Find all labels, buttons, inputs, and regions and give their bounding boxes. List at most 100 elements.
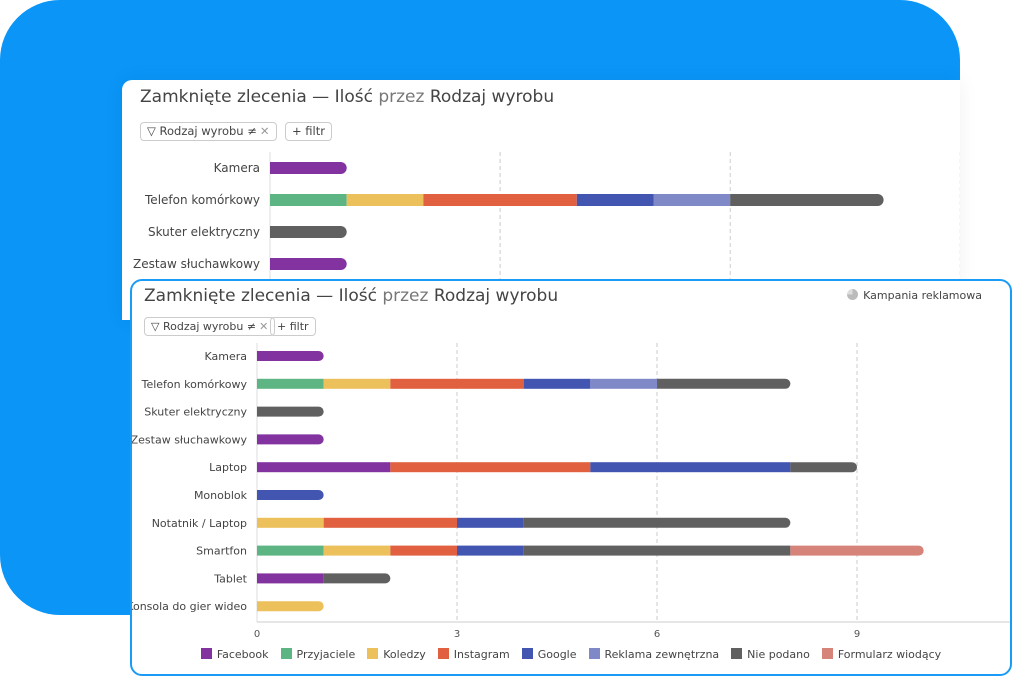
category-label: Smartfon	[196, 545, 247, 558]
legend-swatch	[200, 648, 212, 659]
bar-segment-facebook	[270, 162, 347, 174]
filter-chip-label: Rodzaj wyrobu ≠	[159, 124, 257, 138]
category-label: Skuter elektryczny	[144, 406, 247, 419]
category-label: Telefon komórkowy	[144, 193, 260, 207]
bar-segment-google	[590, 462, 791, 473]
legend-label: Koledzy	[383, 648, 426, 661]
bar-segment-nie-podano	[270, 226, 347, 238]
category-label: Skuter elektryczny	[148, 225, 260, 239]
legend-item[interactable]: Koledzy	[367, 648, 426, 661]
chart-legend: Facebook Przyjaciele Koledzy Instagram Googl…	[132, 648, 1010, 661]
bar-segment-nie-podano	[790, 462, 858, 473]
bar-segment-nie-podano	[730, 194, 884, 206]
bar-segment-reklama-zewn-trzna	[653, 194, 731, 206]
legend-label: Formularz wiodący	[837, 648, 942, 661]
legend-item[interactable]: Nie podano	[731, 648, 810, 661]
category-label: Zestaw słuchawkowy	[132, 433, 247, 446]
legend-swatch	[521, 648, 533, 659]
bar-segment-facebook	[270, 258, 347, 270]
x-tick-label: 6	[654, 629, 660, 640]
bar-segment-nie-podano	[523, 545, 791, 556]
bar-segment-formularz-wiod-cy	[790, 545, 924, 556]
filter-chip[interactable]: ▽ Rodzaj wyrobu ≠ ✕	[144, 317, 276, 336]
front-chart-card: Zamknięte zlecenia — Ilość przez Rodzaj …	[130, 279, 1012, 676]
bar-segment-koledzy	[257, 601, 324, 612]
category-label: Monoblok	[194, 489, 248, 502]
bar-segment-nie-podano	[257, 406, 324, 417]
background-chart-plot: Kamera Telefon komórkowy Skuter elektryczn…	[133, 152, 960, 320]
legend-swatch	[367, 648, 379, 659]
group-by-button[interactable]: Kampania reklamowa	[847, 289, 982, 302]
title-by: przez	[378, 87, 425, 107]
legend-item[interactable]: Reklama zewnętrzna	[588, 648, 720, 661]
bar-segment-instagram	[323, 517, 458, 528]
x-tick-label: 9	[854, 629, 860, 640]
bar-segment-google	[457, 517, 524, 528]
category-label: Laptop	[209, 461, 247, 474]
bar-segment-instagram	[390, 545, 458, 556]
background-chart-title: Zamknięte zlecenia — Ilość przez Rodzaj …	[140, 87, 554, 107]
legend-label: Reklama zewnętrzna	[604, 648, 720, 661]
legend-swatch	[280, 648, 292, 659]
bar-segment-nie-podano	[323, 573, 391, 584]
bar-segment-przyjaciele	[257, 545, 324, 556]
bar-segment-koledzy	[323, 545, 391, 556]
legend-item[interactable]: Google	[521, 648, 577, 661]
legend-item[interactable]: Facebook	[200, 648, 269, 661]
title-suffix: Rodzaj wyrobu	[429, 87, 555, 107]
legend-swatch	[821, 648, 833, 659]
category-label: Notatnik / Laptop	[152, 517, 247, 530]
category-label: Kamera	[214, 161, 260, 175]
group-by-label: Kampania reklamowa	[863, 289, 982, 302]
bar-segment-instagram	[390, 378, 524, 389]
bar-segment-facebook	[257, 462, 391, 473]
bar-segment-google	[457, 545, 524, 556]
pie-chart-icon	[847, 289, 859, 300]
bar-segment-facebook	[257, 351, 324, 361]
legend-swatch	[731, 648, 743, 659]
bar-segment-przyjaciele	[257, 378, 324, 389]
legend-label: Instagram	[453, 648, 510, 661]
category-label: Konsola do gier wideo	[132, 600, 247, 613]
remove-filter-icon[interactable]: ✕	[259, 124, 270, 138]
bar-segment-instagram	[423, 194, 577, 206]
legend-label: Przyjaciele	[296, 648, 356, 661]
legend-item[interactable]: Przyjaciele	[280, 648, 356, 661]
legend-label: Nie podano	[747, 648, 810, 661]
chart-title: Zamknięte zlecenia — Ilość przez Rodzaj …	[144, 286, 558, 306]
legend-swatch	[588, 648, 600, 659]
title-prefix: Zamknięte zlecenia — Ilość	[140, 87, 373, 107]
legend-label: Facebook	[216, 648, 269, 661]
bar-segment-nie-podano	[523, 517, 791, 528]
bar-segment-nie-podano	[657, 378, 791, 389]
legend-item[interactable]: Formularz wiodący	[821, 648, 942, 661]
bar-segment-koledzy	[346, 194, 424, 206]
category-label: Kamera	[204, 350, 247, 363]
x-tick-label: 0	[254, 629, 260, 640]
add-filter-button[interactable]: + filtr	[285, 122, 332, 141]
bar-segment-instagram	[390, 462, 591, 473]
filter-icon: ▽	[151, 320, 160, 333]
category-label: Tablet	[213, 572, 247, 585]
title-suffix: Rodzaj wyrobu	[433, 286, 559, 306]
filter-chip-label: Rodzaj wyrobu ≠	[162, 320, 257, 333]
category-label: Telefon komórkowy	[141, 378, 248, 391]
legend-swatch	[437, 648, 449, 659]
chart-plot: 0 3 6 9 Kamera Telefon komórkowy Skuter elektr…	[132, 343, 1010, 640]
filter-icon: ▽	[147, 124, 156, 138]
bar-segment-google	[257, 490, 324, 500]
bar-segment-google	[576, 194, 654, 206]
bar-segment-reklama-zewn-trzna	[590, 378, 658, 389]
legend-label: Google	[537, 648, 577, 661]
filter-chip[interactable]: ▽ Rodzaj wyrobu ≠ ✕	[140, 122, 277, 141]
bar-segment-przyjaciele	[270, 194, 347, 206]
bar-segment-facebook	[257, 573, 324, 584]
bar-segment-koledzy	[257, 517, 324, 528]
legend-item[interactable]: Instagram	[437, 648, 510, 661]
title-by: przez	[382, 286, 429, 306]
x-tick-label: 3	[454, 629, 460, 640]
bar-segment-facebook	[257, 434, 324, 445]
add-filter-button[interactable]: + filtr	[270, 317, 316, 336]
remove-filter-icon[interactable]: ✕	[259, 320, 269, 333]
category-label: Zestaw słuchawkowy	[133, 257, 260, 271]
